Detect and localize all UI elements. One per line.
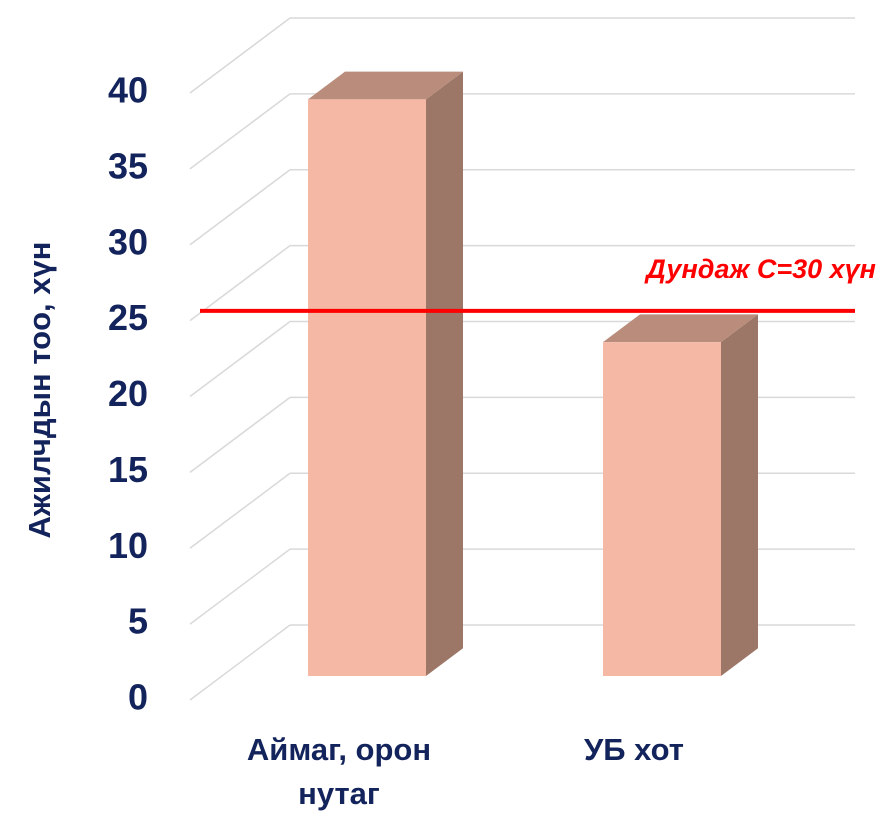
x-tick-label: УБ хот [584, 732, 684, 767]
y-tick-label: 15 [108, 449, 148, 490]
bar-top [308, 71, 463, 100]
y-tick-label: 30 [108, 221, 148, 262]
grid-line [189, 396, 291, 473]
bar [308, 99, 426, 677]
bar [603, 342, 721, 676]
y-tick-label: 35 [108, 145, 148, 186]
y-tick-label: 5 [128, 601, 148, 642]
x-tick-label: Аймаг, орон нутаг [246, 732, 432, 811]
y-tick-label: 0 [128, 677, 148, 718]
y-tick-label: 20 [108, 373, 148, 414]
grid-line [189, 624, 291, 701]
grid-line [189, 169, 291, 246]
grid-line [189, 245, 291, 322]
grid-line [189, 320, 291, 398]
grid-line [189, 17, 291, 94]
bar-side [426, 71, 463, 677]
y-tick-label: 40 [108, 70, 148, 111]
grid-line [189, 472, 291, 549]
grid-line [189, 93, 291, 170]
grid-line [189, 548, 291, 625]
bar-top [603, 314, 758, 343]
y-axis-label: Ажилчдын тоо, хүн [22, 242, 57, 539]
y-tick-label: 25 [108, 297, 148, 338]
reference-label: Дундаж С=30 хүн [644, 254, 876, 284]
bar-side [721, 314, 758, 676]
y-tick-label: 10 [108, 525, 148, 566]
